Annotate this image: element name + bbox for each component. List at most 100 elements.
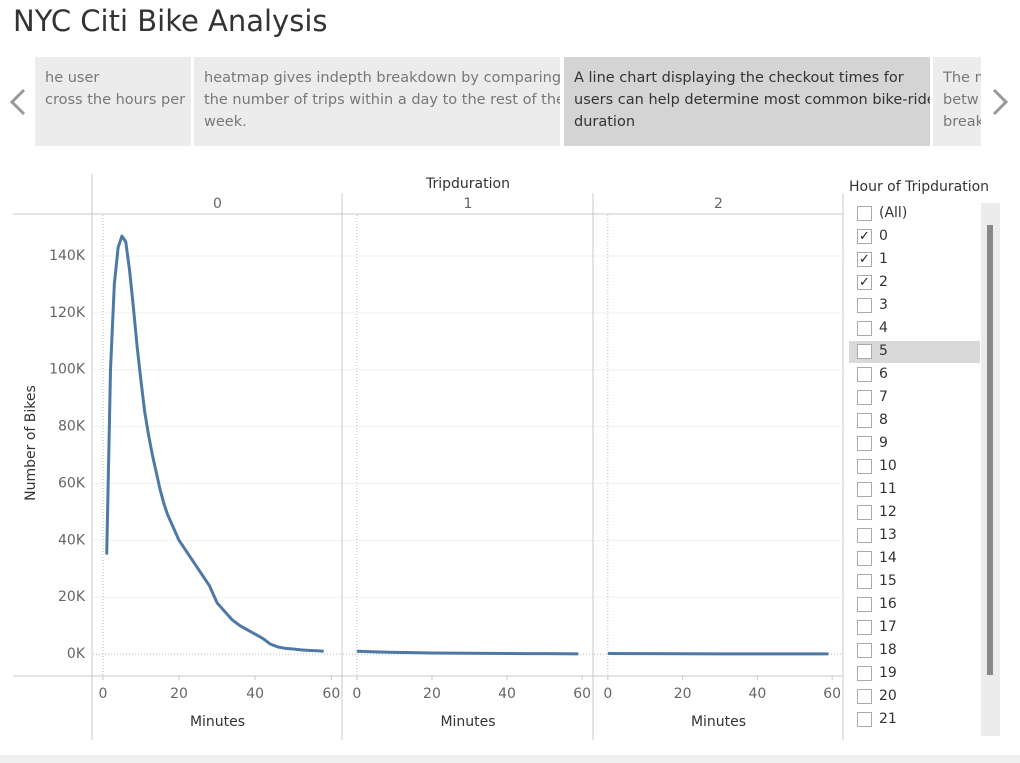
y-axis-label: Number of Bikes	[23, 385, 39, 501]
x-tick-label: 0	[603, 686, 612, 702]
x-tick-label: 40	[246, 686, 264, 702]
checkbox[interactable]	[857, 321, 872, 336]
filter-label: 7	[879, 389, 888, 405]
prev-arrow[interactable]	[9, 88, 26, 116]
filter-item[interactable]: 17	[849, 617, 980, 639]
filter-label: 2	[879, 274, 888, 290]
filter-item[interactable]: 16	[849, 594, 980, 616]
y-tick-label: 140K	[49, 248, 86, 264]
checkbox[interactable]	[857, 528, 872, 543]
filter-item[interactable]: 15	[849, 571, 980, 593]
checkbox[interactable]	[857, 367, 872, 382]
filter-item[interactable]: (All)	[849, 203, 980, 225]
story-card[interactable]: A line chart displaying the checkout tim…	[564, 57, 930, 146]
checkbox[interactable]: ✓	[857, 275, 872, 290]
filter-label: 17	[879, 619, 897, 635]
card-text: users can help determine most common bik…	[574, 92, 930, 108]
filter-item[interactable]: 6	[849, 364, 980, 386]
checkbox[interactable]	[857, 666, 872, 681]
filter-item[interactable]: 14	[849, 548, 980, 570]
checkbox[interactable]	[857, 206, 872, 221]
checkbox[interactable]	[857, 505, 872, 520]
filter-item[interactable]: 21	[849, 709, 980, 731]
checkbox[interactable]	[857, 413, 872, 428]
card-text: heatmap gives indepth breakdown by compa…	[204, 70, 560, 86]
y-tick-label: 20K	[58, 589, 86, 605]
checkbox[interactable]	[857, 390, 872, 405]
filter-item[interactable]: ✓ 1	[849, 249, 980, 271]
story-card[interactable]: he user cross the hours per	[35, 57, 191, 146]
filter-label: 10	[879, 458, 897, 474]
checkbox[interactable]	[857, 689, 872, 704]
x-tick-label: 40	[498, 686, 516, 702]
filter-label: 3	[879, 297, 888, 313]
facet-label: 1	[464, 196, 473, 212]
x-axis-label: Minutes	[190, 714, 245, 730]
checkbox[interactable]	[857, 712, 872, 727]
filter-item[interactable]: 13	[849, 525, 980, 547]
scroll-thumb[interactable]	[987, 225, 993, 675]
filter-label: 16	[879, 596, 897, 612]
filter-item[interactable]: 19	[849, 663, 980, 685]
filter-item[interactable]: 11	[849, 479, 980, 501]
filter-item[interactable]: 20	[849, 686, 980, 708]
data-line	[105, 234, 324, 653]
filter-item[interactable]: 12	[849, 502, 980, 524]
filter-label: 18	[879, 642, 897, 658]
checkbox[interactable]	[857, 643, 872, 658]
filter-item[interactable]: 4	[849, 318, 980, 340]
x-tick-label: 20	[674, 686, 692, 702]
x-tick-label: 20	[423, 686, 441, 702]
checkbox[interactable]	[857, 574, 872, 589]
filter-label: 6	[879, 366, 888, 382]
filter-item[interactable]: ✓ 2	[849, 272, 980, 294]
y-tick-label: 80K	[58, 419, 86, 435]
scrollbar[interactable]	[981, 203, 1000, 736]
filter-label: 9	[879, 435, 888, 451]
checkbox[interactable]	[857, 551, 872, 566]
filter-label: 0	[879, 228, 888, 244]
filter-item[interactable]: 5	[849, 341, 980, 363]
filter-item[interactable]: 8	[849, 410, 980, 432]
card-text: duration	[574, 114, 636, 130]
story-card[interactable]: heatmap gives indepth breakdown by compa…	[194, 57, 560, 146]
checkbox[interactable]	[857, 597, 872, 612]
checkbox[interactable]	[857, 459, 872, 474]
facet-title: Tripduration	[425, 176, 510, 192]
chart: Tripduration Number of Bikes 0 0K 20K 40K 60K 8…	[13, 174, 844, 740]
y-tick-label: 40K	[58, 532, 86, 548]
filter-label: 20	[879, 688, 897, 704]
filter-label: 15	[879, 573, 897, 589]
x-axis-label: Minutes	[440, 714, 495, 730]
checkbox[interactable]	[857, 344, 872, 359]
filter-label: 19	[879, 665, 897, 681]
x-axis-label: Minutes	[691, 714, 746, 730]
filter-item[interactable]: 10	[849, 456, 980, 478]
filter-label: 1	[879, 251, 888, 267]
checkbox[interactable]: ✓	[857, 252, 872, 267]
x-tick-label: 0	[352, 686, 361, 702]
filter-label: 11	[879, 481, 897, 497]
filter-item[interactable]: 18	[849, 640, 980, 662]
checkbox[interactable]	[857, 298, 872, 313]
checkbox[interactable]	[857, 436, 872, 451]
checkbox[interactable]	[857, 620, 872, 635]
checkbox[interactable]	[857, 482, 872, 497]
filter-label: 21	[879, 711, 897, 727]
filter-label: 5	[879, 343, 888, 359]
filter-item[interactable]: 3	[849, 295, 980, 317]
card-text: cross the hours per	[45, 92, 186, 108]
filter-item[interactable]: 7	[849, 387, 980, 409]
filter-label: 14	[879, 550, 897, 566]
story-card[interactable]: The n betw break	[933, 57, 981, 146]
x-tick-label: 60	[322, 686, 340, 702]
next-arrow[interactable]	[992, 88, 1009, 116]
filter-title: Hour of Tripduration	[849, 179, 990, 195]
filter-item[interactable]: 9	[849, 433, 980, 455]
filter-item[interactable]: ✓ 0	[849, 226, 980, 248]
checkbox[interactable]: ✓	[857, 229, 872, 244]
data-line	[356, 649, 579, 656]
facet-label: 0	[213, 196, 222, 212]
